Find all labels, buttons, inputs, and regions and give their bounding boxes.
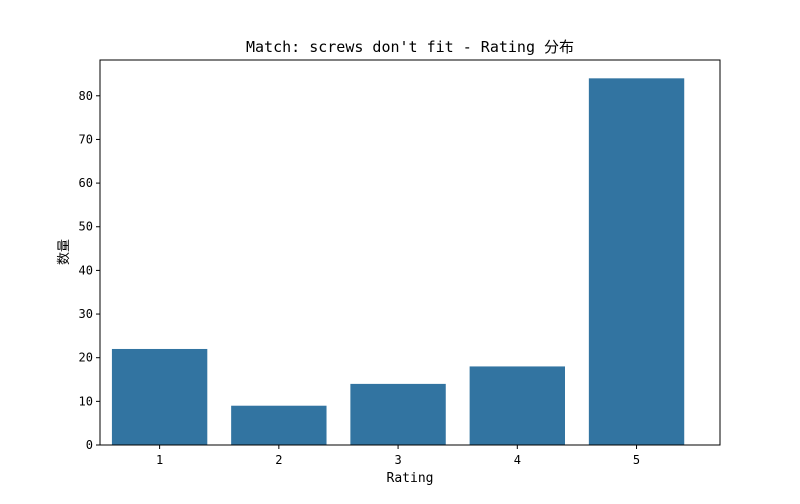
x-tick-label: 2 — [275, 453, 282, 467]
y-tick-label: 10 — [79, 394, 93, 408]
plot-frame — [99, 59, 721, 446]
y-tick-label: 30 — [79, 307, 93, 321]
chart-title: Match: screws don't fit - Rating 分布 — [246, 38, 574, 56]
x-tick-label: 1 — [156, 453, 163, 467]
y-tick-label: 70 — [79, 132, 93, 146]
bar-rating-3 — [350, 383, 446, 445]
x-tick-label: 4 — [514, 453, 521, 467]
y-axis: 0 10 20 30 40 50 60 70 80 — [79, 89, 100, 452]
y-tick-label: 60 — [79, 176, 93, 190]
bar-rating-2 — [231, 405, 327, 445]
bar-rating-4 — [469, 366, 565, 445]
bar-rating-5 — [588, 78, 685, 445]
y-tick-label: 20 — [79, 351, 93, 365]
bars-layer — [111, 78, 685, 445]
x-tick-label: 3 — [394, 453, 401, 467]
y-tick-label: 50 — [79, 220, 93, 234]
y-tick-label: 0 — [86, 438, 93, 452]
x-axis-label: Rating — [387, 471, 434, 486]
y-tick-label: 40 — [79, 263, 93, 277]
x-axis: 1 2 3 4 5 — [156, 445, 640, 467]
x-tick-label: 5 — [633, 453, 640, 467]
y-axis-label: 数量 — [57, 239, 72, 265]
y-tick-label: 80 — [79, 89, 93, 103]
bar-rating-1 — [111, 348, 208, 445]
